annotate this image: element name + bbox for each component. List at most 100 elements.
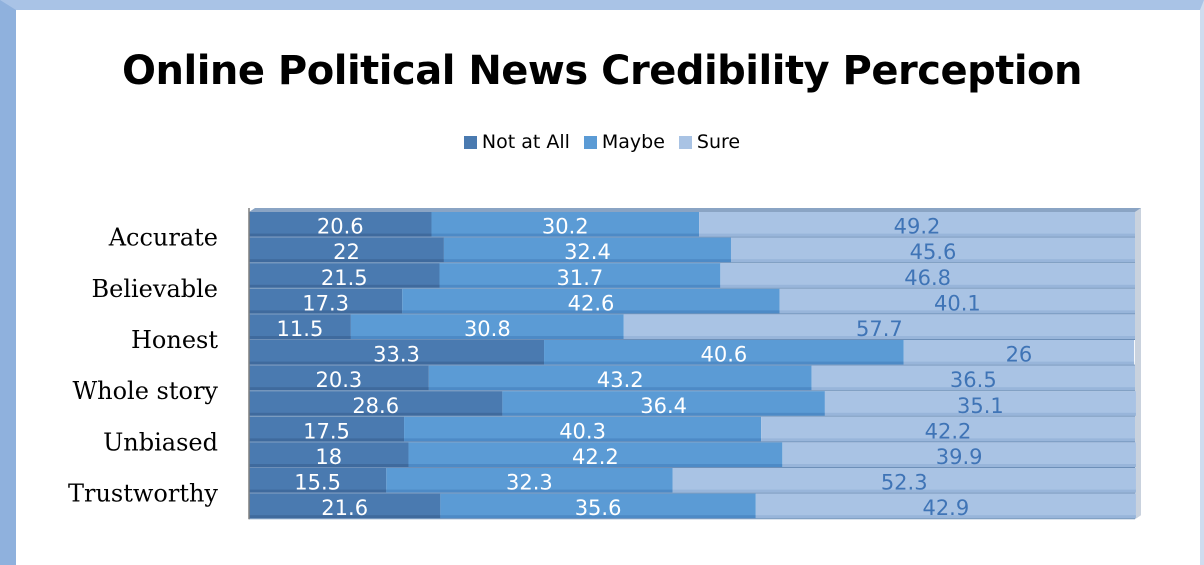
category-label-4: Unbiased xyxy=(103,428,218,456)
bar-maybe-3 xyxy=(402,288,780,314)
bar-shade-2-7 xyxy=(824,412,1136,416)
data-label-0-10: 15.5 xyxy=(294,471,341,495)
bar-not-at-all-5 xyxy=(249,340,545,365)
bar-shade-2-3 xyxy=(779,310,1135,314)
bar-segment-0-8 xyxy=(249,416,405,442)
bar-segment-2-6 xyxy=(811,365,1135,391)
legend-swatch-maybe xyxy=(583,135,597,149)
data-label-2-10: 52.3 xyxy=(881,471,928,495)
data-label-0-9: 18 xyxy=(315,445,342,469)
bar-sure-2 xyxy=(720,263,1135,288)
bar-maybe-1 xyxy=(443,237,731,263)
data-label-2-2: 46.8 xyxy=(904,266,951,290)
bar-shade-0-11 xyxy=(249,515,441,519)
bar-segment-1-9 xyxy=(408,442,783,467)
bar-sure-10 xyxy=(672,468,1136,493)
bar-shade-2-8 xyxy=(761,438,1135,442)
bar-shade-1-10 xyxy=(386,489,673,493)
bar-segment-2-5 xyxy=(903,340,1135,365)
bar-shade-1-5 xyxy=(544,361,904,365)
data-label-0-0: 20.6 xyxy=(317,215,364,239)
bar-shade-0-8 xyxy=(249,438,405,442)
data-label-1-8: 40.3 xyxy=(559,419,606,443)
bar-segment-1-1 xyxy=(443,237,731,263)
category-label-1: Believable xyxy=(91,275,218,303)
bar-shade-2-1 xyxy=(730,259,1135,263)
data-label-1-11: 35.6 xyxy=(575,496,622,520)
data-label-0-8: 17.5 xyxy=(303,419,350,443)
bar-segment-2-3 xyxy=(779,288,1135,314)
data-label-2-0: 49.2 xyxy=(894,215,941,239)
data-label-0-5: 33.3 xyxy=(373,343,420,367)
bar-shade-0-0 xyxy=(249,233,432,237)
bar-segment-1-6 xyxy=(428,365,812,391)
legend-swatch-sure xyxy=(678,135,692,149)
bar-segment-2-8 xyxy=(761,416,1135,442)
legend-item-sure: Sure xyxy=(678,131,741,153)
bar-not-at-all-8 xyxy=(249,416,405,442)
data-label-1-7: 36.4 xyxy=(640,394,687,418)
bar-segment-2-4 xyxy=(623,314,1135,339)
plot-depth-top xyxy=(249,208,1141,212)
bar-segment-1-7 xyxy=(502,391,825,416)
bar-shade-2-10 xyxy=(672,489,1136,493)
legend-item-not-at-all: Not at All xyxy=(463,131,570,153)
bar-segment-2-11 xyxy=(755,493,1136,519)
data-label-2-1: 45.6 xyxy=(910,240,957,264)
data-label-1-4: 30.8 xyxy=(464,317,511,341)
data-label-2-7: 35.1 xyxy=(957,394,1004,418)
bar-maybe-7 xyxy=(502,391,825,416)
data-label-2-3: 40.1 xyxy=(934,291,981,315)
bar-sure-0 xyxy=(699,212,1135,237)
bar-shade-2-4 xyxy=(623,336,1135,339)
legend-label-sure: Sure xyxy=(696,131,741,153)
bar-sure-11 xyxy=(755,493,1136,519)
bar-sure-6 xyxy=(811,365,1135,391)
bar-shade-0-3 xyxy=(249,310,403,314)
bar-segment-2-7 xyxy=(824,391,1136,416)
bar-segment-1-8 xyxy=(404,416,762,442)
bar-segment-2-10 xyxy=(672,468,1136,493)
data-label-2-9: 39.9 xyxy=(936,445,983,469)
legend-swatch-not-at-all xyxy=(463,135,477,149)
bar-segment-2-0 xyxy=(699,212,1135,237)
legend-label-not-at-all: Not at All xyxy=(481,131,570,153)
data-label-2-8: 42.2 xyxy=(925,419,972,443)
bar-shade-0-4 xyxy=(249,336,351,339)
bar-not-at-all-4 xyxy=(249,314,351,339)
bar-shade-1-9 xyxy=(408,464,783,467)
data-label-1-10: 32.3 xyxy=(506,471,553,495)
bar-segment-2-9 xyxy=(782,442,1136,467)
data-label-1-9: 42.2 xyxy=(572,445,619,469)
category-label-5: Trustworthy xyxy=(68,480,218,508)
bar-segment-2-1 xyxy=(730,237,1135,263)
bar-shade-2-5 xyxy=(903,361,1135,365)
bar-maybe-0 xyxy=(431,212,700,237)
bar-not-at-all-6 xyxy=(249,365,429,391)
data-label-0-6: 20.3 xyxy=(316,368,363,392)
bar-not-at-all-2 xyxy=(249,263,440,288)
data-label-0-1: 22 xyxy=(333,240,360,264)
data-label-0-11: 21.6 xyxy=(321,496,368,520)
bar-segment-1-11 xyxy=(440,493,756,519)
bar-segment-1-10 xyxy=(386,468,673,493)
bar-shade-1-3 xyxy=(402,310,780,314)
category-label-3: Whole story xyxy=(72,377,218,405)
plot-depth-side xyxy=(1135,208,1141,520)
bar-shade-0-10 xyxy=(249,489,387,493)
bar-segment-1-0 xyxy=(431,212,700,237)
bar-shade-1-0 xyxy=(431,233,700,237)
bar-not-at-all-0 xyxy=(249,212,432,237)
bar-not-at-all-11 xyxy=(249,493,441,519)
bar-segment-0-1 xyxy=(249,237,444,263)
data-label-1-3: 42.6 xyxy=(568,291,615,315)
bar-sure-8 xyxy=(761,416,1135,442)
bar-shade-2-6 xyxy=(811,387,1135,391)
bar-shade-1-11 xyxy=(440,515,756,519)
bar-shade-1-6 xyxy=(428,387,812,391)
bar-segment-0-7 xyxy=(249,391,503,416)
chart-title: Online Political News Credibility Percep… xyxy=(122,48,1083,94)
data-label-1-1: 32.4 xyxy=(564,240,611,264)
bar-maybe-6 xyxy=(428,365,812,391)
